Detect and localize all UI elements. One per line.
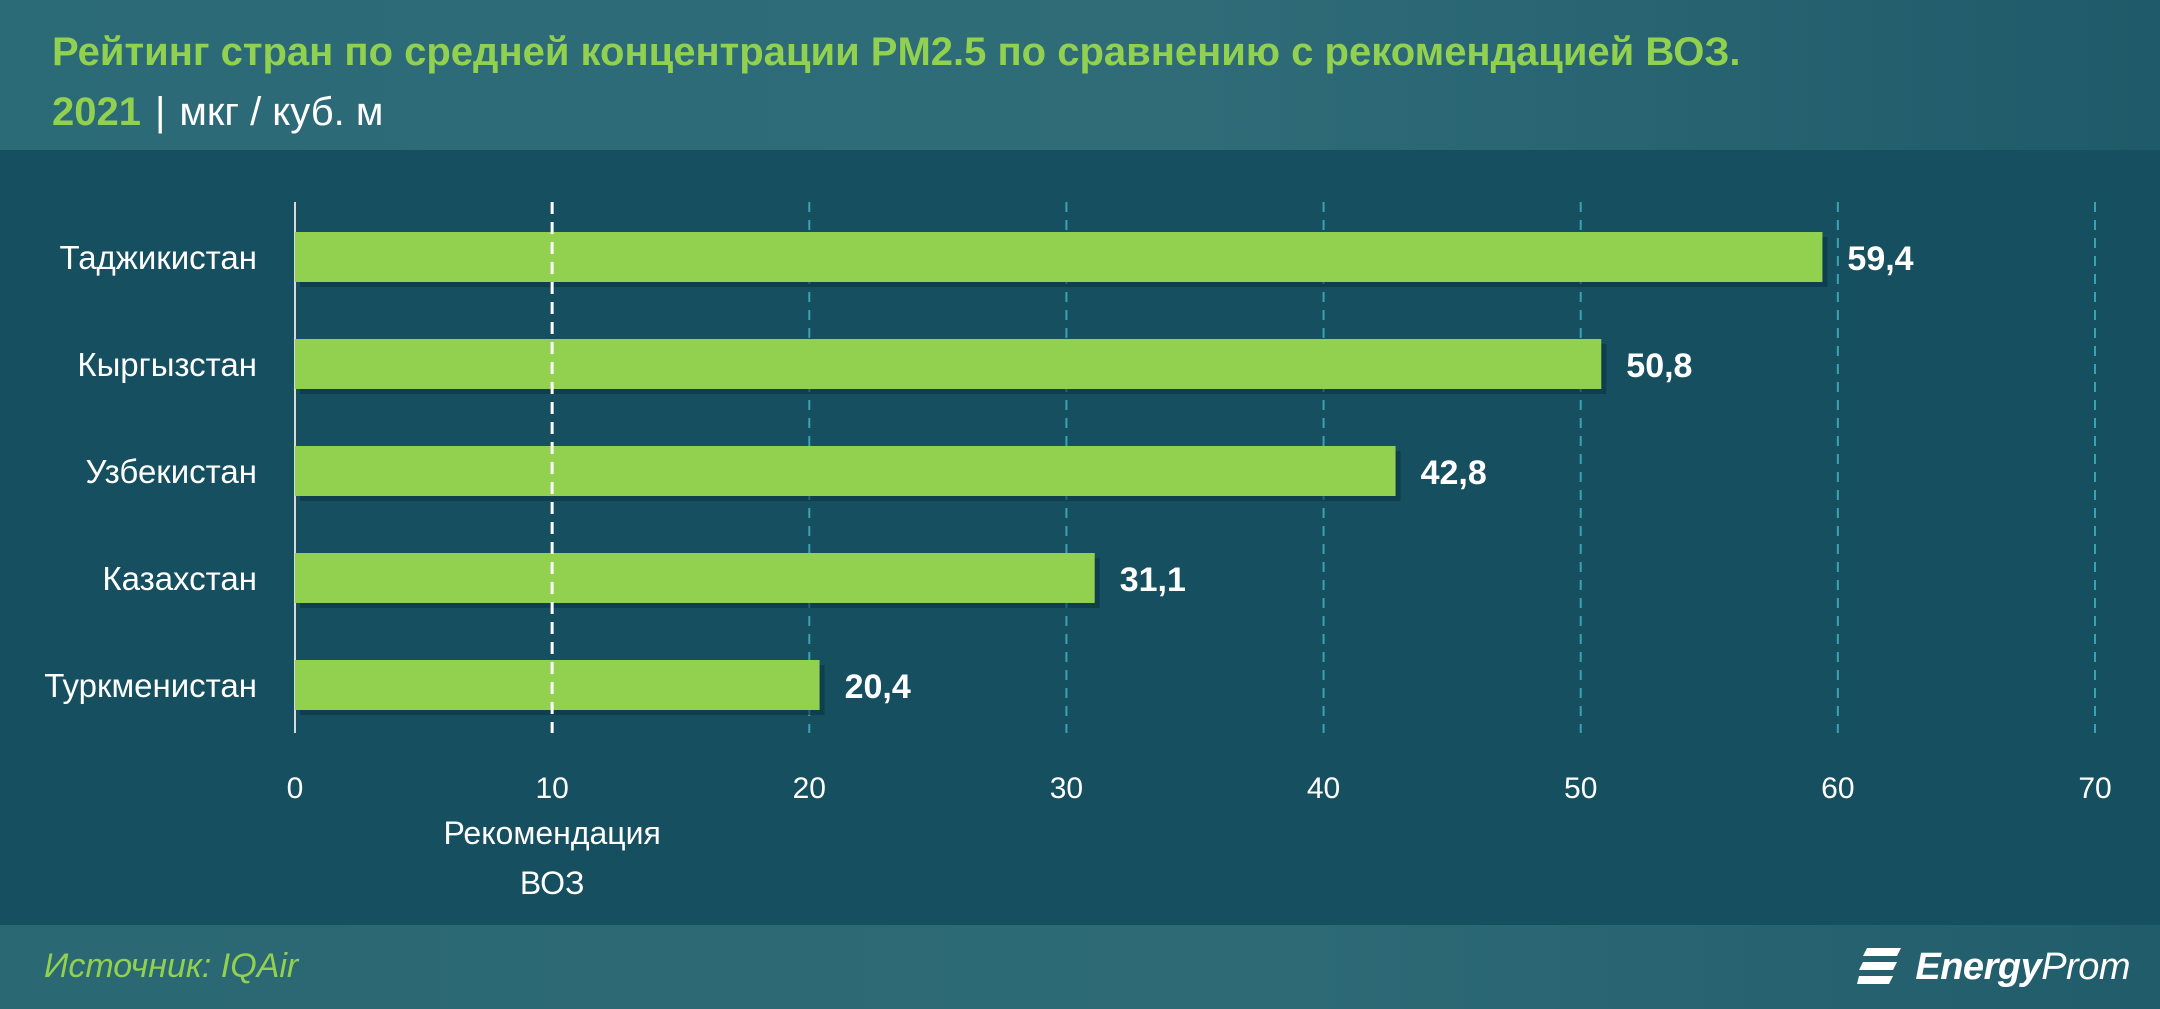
bar-4 — [295, 553, 1095, 603]
value-label: 50,8 — [1626, 347, 1692, 385]
x-tick-label: 40 — [1307, 772, 1340, 805]
x-tick-label: 10 — [535, 772, 568, 805]
bar-1 — [295, 232, 1823, 282]
value-label: 42,8 — [1421, 454, 1487, 492]
x-tick-label: 50 — [1564, 772, 1597, 805]
value-label: 31,1 — [1120, 561, 1186, 599]
reference-line-label: ВОЗ — [520, 865, 585, 901]
x-tick-label: 20 — [793, 772, 826, 805]
category-label: Кыргызстан — [77, 346, 257, 383]
logo-text-bold: Energy — [1915, 945, 2042, 988]
energyprom-logo-icon — [1857, 948, 1902, 984]
bar-chart: Таджикистан 59,4 Кыргызстан 50,8 Узбекистан 4… — [44, 202, 2112, 901]
title-unit: мкг / куб. м — [179, 90, 384, 134]
footer: Источник: IQAir EnergyProm — [0, 925, 2160, 1009]
header: Рейтинг стран по средней концентрации PM… — [0, 0, 2160, 150]
value-label: 59,4 — [1847, 240, 1913, 278]
category-label: Таджикистан — [60, 239, 257, 276]
x-tick-label: 70 — [2078, 772, 2111, 805]
bar-5 — [295, 660, 820, 710]
title-separator: | — [154, 90, 166, 134]
bar-2 — [295, 339, 1602, 389]
reference-line-label: Рекомендация — [443, 815, 660, 851]
category-label: Казахстан — [102, 560, 257, 597]
category-label: Туркменистан — [44, 667, 257, 704]
category-label: Узбекистан — [86, 453, 257, 490]
value-label: 20,4 — [845, 668, 911, 706]
logo-text-thin: Prom — [2041, 945, 2130, 988]
title-year: 2021 — [52, 90, 141, 134]
chart-subtitle: 2021 | мкг / куб. м — [52, 90, 383, 135]
x-tick-label: 30 — [1050, 772, 1083, 805]
x-tick-label: 0 — [287, 772, 304, 805]
logo: EnergyProm — [1857, 939, 2130, 995]
chart-title: Рейтинг стран по средней концентрации PM… — [52, 30, 1741, 74]
logo-text: EnergyProm — [1915, 946, 2130, 989]
source-note: Источник: IQAir — [44, 947, 299, 985]
x-tick-label: 60 — [1821, 772, 1854, 805]
plot-area: Таджикистан 59,4 Кыргызстан 50,8 Узбекистан 4… — [0, 150, 2160, 925]
bar-3 — [295, 446, 1396, 496]
